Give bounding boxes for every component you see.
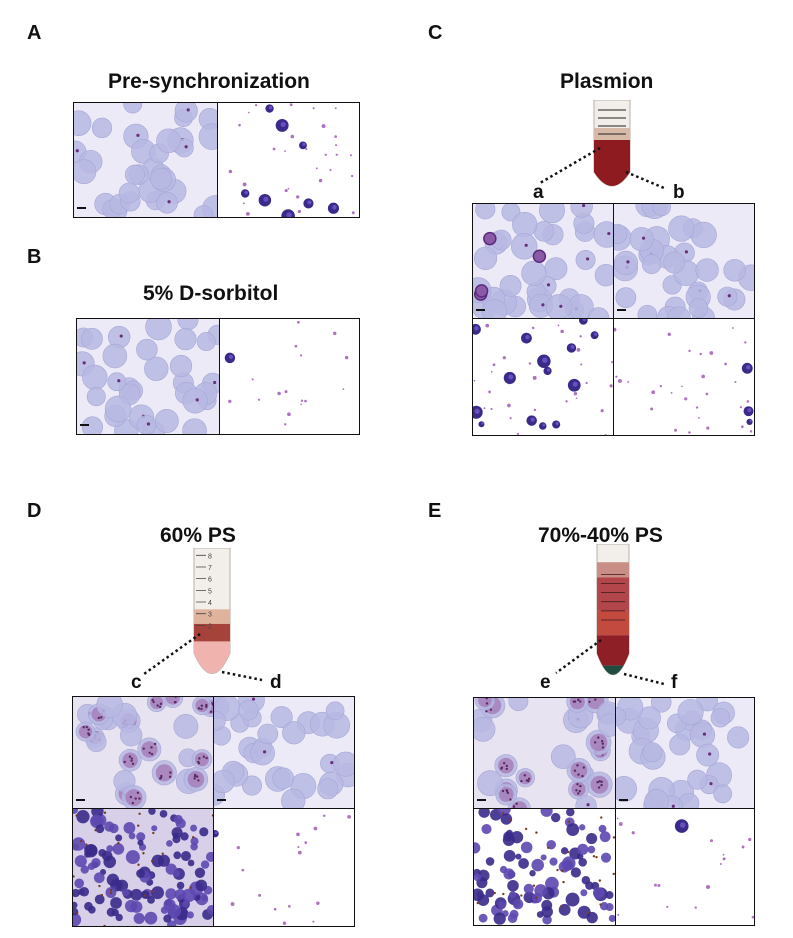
panel-d-title: 60% PS [160,524,236,547]
svg-text:2: 2 [208,623,212,630]
svg-text:7: 7 [208,565,212,572]
scale-bar [217,799,226,801]
panel-c-title: Plasmion [560,70,654,93]
panel-label-a: A [27,22,42,44]
micrograph-b-rbc [76,318,220,435]
fraction-label-f: f [671,672,678,693]
scale-bar [80,424,89,426]
fraction-label-e: e [540,672,551,693]
svg-text:8: 8 [208,553,212,560]
micrograph-e-e-rbc [473,697,616,810]
micrograph-d-d-smear [213,808,355,927]
fraction-label-c: c [131,672,142,693]
panel-a-title: Pre-synchronization [108,70,310,93]
micrograph-d-c-rbc [72,696,214,810]
micrograph-a-rbc [73,102,218,218]
micrograph-c-b-smear [613,318,755,436]
micrograph-d-c-smear [72,808,214,927]
fraction-label-a: a [533,182,544,203]
panel-e-title: 70%-40% PS [538,524,663,547]
panel-b-title: 5% D-sorbitol [143,282,279,305]
svg-text:5: 5 [208,588,212,595]
micrograph-d-d-rbc [213,696,355,810]
panel-label-b: B [27,246,42,268]
svg-text:6: 6 [208,577,212,584]
fraction-label-d: d [270,672,282,693]
scale-bar [617,309,626,311]
panel-label-e: E [428,500,442,522]
panel-label-c: C [428,22,443,44]
ps70-40-tube-image [595,544,631,696]
micrograph-e-f-smear [615,808,755,926]
plasmion-tube-image [592,100,632,200]
ps60-tube-image: 8 7 6 5 4 3 2 [192,548,232,694]
micrograph-a-smear [217,102,360,218]
scale-bar [477,799,486,801]
micrograph-e-e-smear [473,808,616,926]
svg-text:3: 3 [208,612,212,619]
micrograph-b-smear [219,318,360,435]
svg-text:4: 4 [208,600,212,607]
micrograph-c-b-rbc [613,203,755,320]
micrograph-c-a-rbc [472,203,614,320]
scale-bar [77,207,86,209]
scale-bar [76,799,85,801]
micrograph-c-a-smear [472,318,614,436]
panel-label-d: D [27,500,42,522]
scale-bar [619,799,628,801]
fraction-label-b: b [673,182,685,203]
scale-bar [476,309,485,311]
micrograph-e-f-rbc [615,697,755,810]
